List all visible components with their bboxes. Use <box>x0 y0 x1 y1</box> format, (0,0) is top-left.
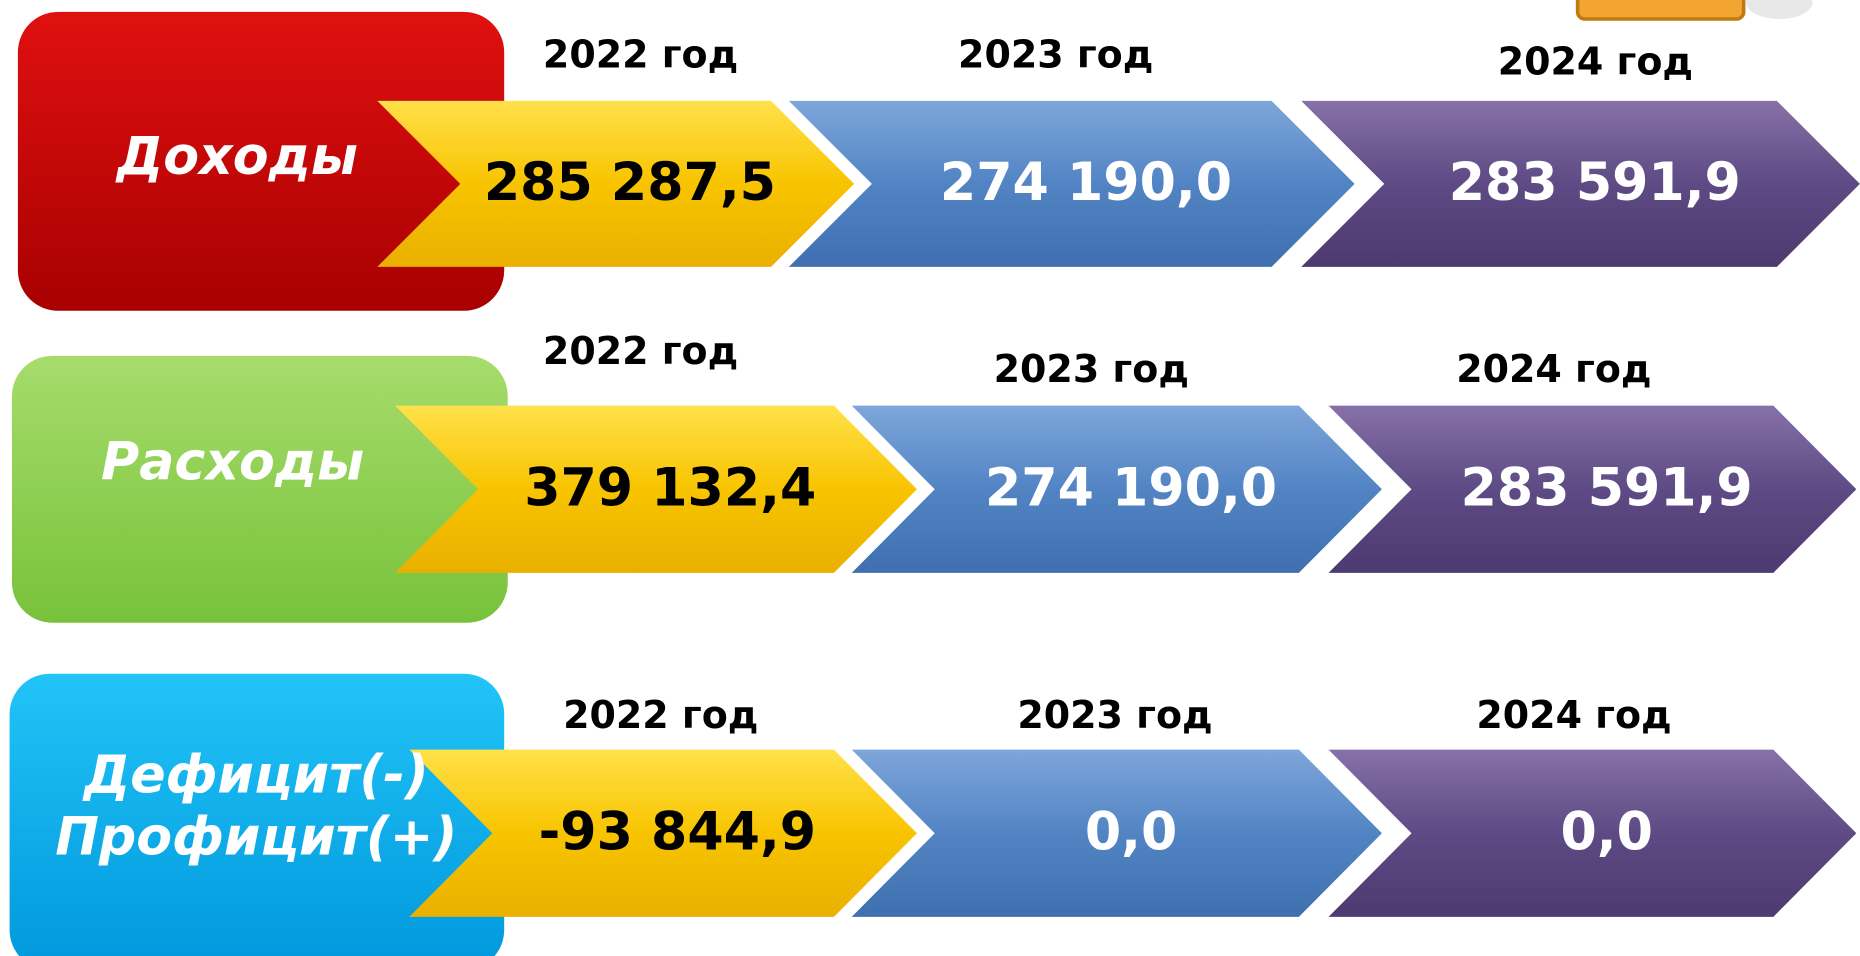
chevron <box>1328 405 1857 573</box>
year-label: 2024 год <box>1456 347 1651 391</box>
value: 379 132,4 <box>524 459 816 519</box>
chevron <box>788 100 1355 267</box>
category-label: Профицит(+) <box>55 807 457 867</box>
year-label: 2022 год <box>543 32 738 76</box>
category-box <box>17 11 505 311</box>
chevron <box>851 405 1382 573</box>
category-label: Дефицит(-) <box>82 746 429 806</box>
chevron <box>377 100 855 267</box>
year-label: 2023 год <box>1017 693 1212 737</box>
category-label: Расходы <box>101 433 364 493</box>
year-label: 2022 год <box>563 693 758 737</box>
category-box <box>11 355 508 623</box>
value: 285 287,5 <box>484 153 776 213</box>
category-box <box>9 673 505 956</box>
year-label: 2024 год <box>1498 40 1693 84</box>
chevron <box>851 749 1382 917</box>
chevron <box>1328 749 1857 917</box>
year-label: 2024 год <box>1476 693 1671 737</box>
value: 274 190,0 <box>940 153 1232 213</box>
decor-image <box>1575 0 1746 21</box>
year-label: 2023 год <box>958 32 1153 76</box>
value: 0,0 <box>1085 803 1177 863</box>
value: 283 591,9 <box>1449 153 1741 213</box>
value: 274 190,0 <box>985 459 1277 519</box>
value: 0,0 <box>1560 803 1652 863</box>
year-label: 2023 год <box>994 347 1189 391</box>
category-label: Доходы <box>115 127 358 187</box>
chevron <box>395 405 917 573</box>
value: 283 591,9 <box>1461 459 1753 519</box>
chevron <box>1301 100 1860 267</box>
decor-image <box>1746 0 1813 19</box>
chevron <box>409 749 917 917</box>
year-label: 2022 год <box>543 329 738 373</box>
value: -93 844,9 <box>539 803 816 863</box>
